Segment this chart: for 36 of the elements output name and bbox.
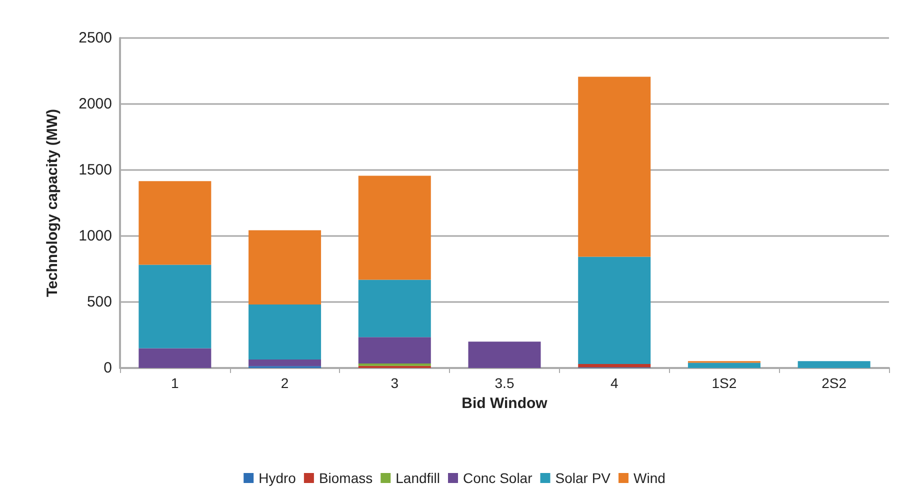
y-tick-label: 1500 (78, 162, 112, 178)
x-tick-label: 2S2 (822, 375, 847, 391)
bar (248, 230, 322, 305)
legend-label: Landfill (396, 470, 440, 486)
y-tick-label: 0 (104, 360, 112, 376)
bar (358, 337, 431, 364)
x-tick-label: 2 (280, 375, 289, 391)
legend-label: Solar PV (555, 470, 612, 486)
x-axis-title: Bid Window (462, 395, 548, 412)
bar (578, 76, 651, 257)
y-axis-title: Technology capacity (MW) (44, 108, 61, 298)
y-tick-label: 2000 (78, 96, 112, 112)
y-tick-label: 500 (86, 294, 112, 310)
bar (248, 304, 322, 360)
y-tick-label: 1000 (78, 228, 112, 244)
x-tick-label: 1S2 (712, 375, 737, 391)
bar (248, 360, 322, 366)
bar (138, 181, 212, 265)
bar (138, 348, 212, 368)
x-tick-label: 1 (171, 375, 180, 391)
x-tick-label: 3 (390, 375, 399, 391)
bar (798, 361, 870, 368)
bar (358, 176, 431, 280)
bar (578, 364, 651, 368)
bar (138, 264, 212, 348)
bar (688, 362, 760, 368)
x-tick-label: 3.5 (494, 375, 514, 391)
y-tick-label: 2500 (78, 30, 112, 46)
legend-label: Wind (634, 470, 666, 486)
x-tick-label: 4 (610, 375, 618, 391)
legend-label: Conc Solar (462, 470, 533, 486)
bar (468, 342, 541, 368)
legend-label: Hydro (258, 470, 296, 486)
bar (358, 280, 431, 338)
bar (578, 256, 651, 364)
legend-label: Biomass (318, 470, 373, 486)
